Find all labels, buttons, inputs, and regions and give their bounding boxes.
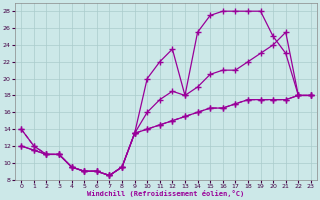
- X-axis label: Windchill (Refroidissement éolien,°C): Windchill (Refroidissement éolien,°C): [87, 190, 245, 197]
